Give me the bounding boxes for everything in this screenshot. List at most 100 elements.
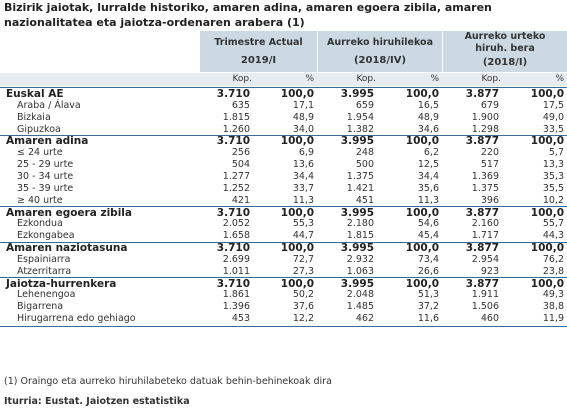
cell-count: 2.699	[222, 253, 250, 265]
cell-percent: 51,3	[417, 289, 439, 301]
row-label: Amaren naziotasuna	[6, 242, 128, 255]
cell-count: 3.995	[340, 135, 374, 148]
cell-percent: 72,7	[292, 253, 314, 265]
cell-count: 517	[480, 159, 499, 171]
cell-count: 396	[480, 194, 499, 206]
table-row: Espainiarra 2.699 72,7 2.932 73,4 2.954 76,2	[0, 254, 567, 266]
cell-count: 504	[231, 159, 250, 171]
cell-count: 679	[480, 99, 499, 111]
subheader-kop-2: Kop.	[356, 74, 376, 84]
cell-percent: 17,5	[542, 99, 564, 111]
table-title: Bizirik jaiotak, lurralde historiko, ama…	[4, 1, 492, 29]
table-row: Gipuzkoa 1.260 34,0 1.382 34,6 1.298 33,5	[0, 124, 567, 136]
cell-count: 451	[355, 194, 374, 206]
cell-count: 1.815	[222, 111, 250, 123]
table-row: Atzerritarra 1.011 27,3 1.063 26,6 923 23,8	[0, 266, 567, 278]
cell-percent: 55,3	[292, 218, 314, 230]
column-header-last-year-label: Aurreko urteko hiruh. bera	[464, 31, 546, 54]
cell-count: 3.877	[465, 206, 499, 219]
cell-percent: 100,0	[280, 277, 314, 290]
row-label: Bizkaia	[17, 111, 51, 123]
cell-count: 1.375	[471, 182, 499, 194]
row-label: Lehenengoa	[17, 289, 76, 301]
cell-count: 1.375	[346, 170, 374, 182]
source-note: Iturria: Eustat. Jaiotzen estatistika	[4, 396, 190, 407]
cell-count: 3.877	[465, 88, 499, 100]
cell-percent: 37,2	[417, 301, 439, 313]
group-separator	[0, 241, 567, 243]
cell-count: 3.710	[216, 242, 250, 255]
cell-percent: 100,0	[405, 135, 439, 148]
cell-count: 3.995	[340, 242, 374, 255]
cell-percent: 13,3	[542, 159, 564, 171]
cell-percent: 100,0	[530, 88, 564, 100]
cell-percent: 45,4	[417, 230, 439, 242]
table-row: 25 - 29 urte 504 13,6 500 12,5 517 13,3	[0, 159, 567, 171]
group-separator	[0, 206, 567, 207]
cell-percent: 50,2	[292, 289, 314, 301]
cell-percent: 100,0	[280, 88, 314, 100]
cell-percent: 100,0	[280, 135, 314, 148]
table-row: Bigarrena 1.396 37,6 1.485 37,2 1.506 38,8	[0, 301, 567, 313]
table-row: ≤ 24 urte 256 6,9 248 6,2 220 5,7	[0, 147, 567, 159]
column-period-current: 2019/I	[240, 55, 277, 66]
cell-percent: 35,3	[542, 170, 564, 182]
cell-percent: 34,6	[417, 123, 439, 135]
cell-percent: 11,3	[292, 194, 314, 206]
cell-count: 220	[480, 147, 499, 159]
cell-percent: 33,7	[292, 182, 314, 194]
row-label: ≤ 24 urte	[17, 147, 63, 159]
cell-percent: 13,6	[292, 159, 314, 171]
row-label: Amaren egoera zibila	[6, 206, 132, 219]
cell-count: 3.710	[216, 135, 250, 148]
cell-percent: 26,6	[417, 265, 439, 277]
row-label: Jaiotza-hurrenkera	[6, 277, 117, 290]
cell-percent: 6,2	[423, 147, 439, 159]
table-row: 35 - 39 urte 1.252 33,7 1.421 35,6 1.375 35,5	[0, 183, 567, 195]
cell-count: 1.815	[346, 230, 374, 242]
cell-count: 1.277	[222, 170, 250, 182]
column-header-band	[200, 31, 567, 72]
cell-percent: 35,5	[542, 182, 564, 194]
row-label: 25 - 29 urte	[17, 159, 74, 171]
cell-percent: 11,9	[542, 313, 564, 325]
group-separator	[0, 134, 567, 136]
cell-percent: 12,5	[417, 159, 439, 171]
cell-count: 3.877	[465, 135, 499, 148]
cell-count: 1.485	[346, 301, 374, 313]
table-row: Araba / Álava 635 17,1 659 16,5 679 17,5	[0, 100, 567, 112]
table-row: Bizkaia 1.815 48,9 1.954 48,9 1.900 49,0	[0, 112, 567, 124]
cell-percent: 55,7	[542, 218, 564, 230]
group-row: Euskal AE 3.710 100,0 3.995 100,0 3.877 100,0	[0, 88, 567, 100]
subheader-pct-3: %	[555, 74, 564, 84]
cell-count: 453	[231, 313, 250, 325]
row-label: Espainiarra	[17, 253, 71, 265]
row-label: 35 - 39 urte	[17, 182, 74, 194]
row-label: Araba / Álava	[17, 99, 81, 111]
table-row: Lehenengoa 1.861 50,2 2.048 51,3 1.911 49,3	[0, 289, 567, 301]
cell-count: 256	[231, 147, 250, 159]
table-row: Hirugarrena edo gehiago 453 12,2 462 11,6 460…	[0, 313, 567, 325]
cell-percent: 100,0	[280, 206, 314, 219]
row-label: Euskal AE	[6, 88, 64, 100]
row-label: Atzerritarra	[17, 265, 72, 277]
group-row: Amaren egoera zibila 3.710 100,0 3.995 100,0…	[0, 207, 567, 219]
cell-percent: 5,7	[548, 147, 564, 159]
row-label: Ezkongabea	[17, 230, 75, 242]
cell-percent: 35,6	[417, 182, 439, 194]
cell-count: 1.382	[346, 123, 374, 135]
cell-percent: 12,2	[292, 313, 314, 325]
subheader-band: Kop. % Kop. % Kop. %	[0, 73, 567, 86]
group-row: Amaren naziotasuna 3.710 100,0 3.995 100,0 3.…	[0, 242, 567, 254]
cell-count: 460	[480, 313, 499, 325]
cell-count: 1.011	[222, 265, 250, 277]
cell-count: 3.710	[216, 88, 250, 100]
cell-percent: 76,2	[542, 253, 564, 265]
cell-count: 1.900	[471, 111, 499, 123]
cell-percent: 23,8	[542, 265, 564, 277]
cell-percent: 10,2	[542, 194, 564, 206]
cell-count: 3.710	[216, 206, 250, 219]
cell-count: 1.421	[346, 182, 374, 194]
cell-count: 500	[355, 159, 374, 171]
row-label: Ezkondua	[17, 218, 63, 230]
